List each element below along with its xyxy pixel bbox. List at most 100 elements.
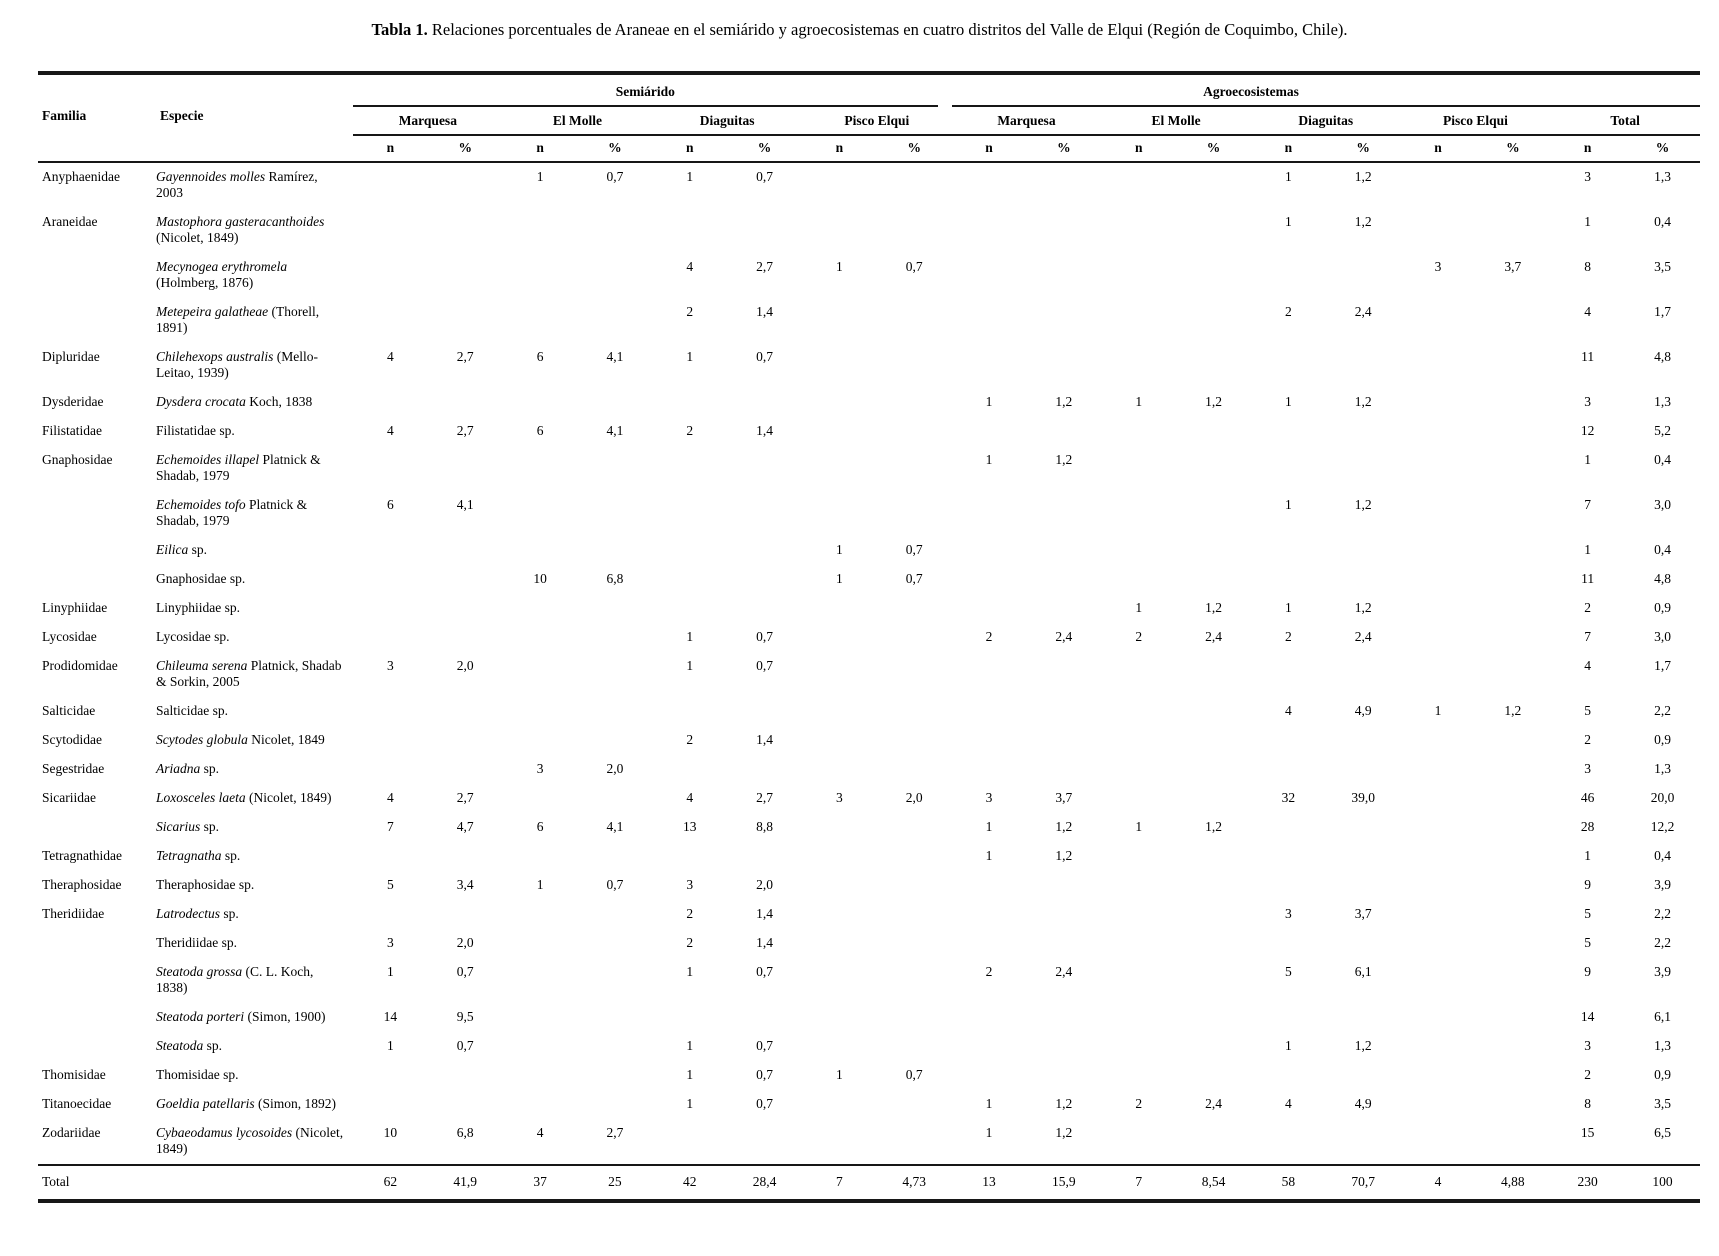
value-cell: 1,2: [1055, 847, 1073, 863]
value-cell: [877, 842, 952, 871]
value-cell: [428, 208, 503, 253]
value-cell: 28: [1580, 818, 1595, 834]
species-author-text: Linyphiidae sp.: [156, 599, 240, 615]
value-cell: [1475, 565, 1550, 594]
value-cell: [353, 565, 428, 594]
value-cell: [1176, 343, 1251, 388]
value-cell: 9: [1584, 963, 1592, 979]
total-value-cell: 4: [1400, 1163, 1476, 1203]
value-cell: 2: [1284, 303, 1292, 319]
value-cell: 6,8: [456, 1124, 474, 1140]
value-cell: 2: [686, 934, 694, 950]
value-cell: [877, 813, 952, 842]
value-cell: [802, 755, 877, 784]
value-cell: [1401, 1090, 1476, 1119]
value-cell: [1475, 388, 1550, 417]
value-cell: [652, 536, 727, 565]
total-row: Total 62 41,9 37 25 42 28,4 7 4,73 13 15,9 7 8,54 58 7…: [38, 1163, 1700, 1203]
value-cell: [1176, 1032, 1251, 1061]
value-cell: 5: [1284, 963, 1292, 979]
value-cell: [1176, 565, 1251, 594]
value-cell: 1: [686, 628, 694, 644]
value-cell: 1: [836, 258, 843, 274]
value-cell: 4: [387, 789, 394, 805]
species-cell: Loxosceles laeta (Nicolet, 1849): [156, 784, 353, 813]
value-cell: [428, 594, 503, 623]
table-row: Eilica sp. 1 0,7 1 0,4: [38, 536, 1700, 565]
percent-column-header: %: [1625, 136, 1700, 163]
species-name-italic: Dysdera crocata: [156, 393, 246, 409]
value-cell: [802, 900, 877, 929]
value-cell: [503, 697, 578, 726]
species-cell: Mecynogea erythromela (Holmberg, 1876): [156, 253, 353, 298]
familia-cell: Theridiidae: [42, 905, 105, 921]
species-name-italic: Goeldia patellaris: [156, 1095, 255, 1111]
value-cell: [952, 652, 1027, 697]
value-cell: [1176, 1119, 1251, 1164]
species-cell: Sicarius sp.: [156, 813, 353, 842]
value-cell: 1: [1434, 702, 1442, 718]
value-cell: 6,1: [1654, 1008, 1671, 1024]
value-cell: [503, 594, 578, 623]
value-cell: [577, 536, 652, 565]
value-cell: [802, 1032, 877, 1061]
value-cell: [353, 842, 428, 871]
value-cell: [802, 446, 877, 491]
species-name-italic: Sicarius: [156, 818, 201, 834]
value-cell: 0,7: [756, 963, 773, 979]
value-cell: [1475, 298, 1550, 343]
table-title-text: Relaciones porcentuales de Araneae en el…: [427, 20, 1348, 39]
value-cell: [353, 163, 428, 208]
table-row: Mecynogea erythromela (Holmberg, 1876) 4 2…: [38, 253, 1700, 298]
species-author-text: Filistatidae sp.: [156, 422, 235, 438]
value-cell: 3: [686, 876, 694, 892]
value-cell: [952, 343, 1027, 388]
value-cell: 1: [686, 168, 694, 184]
value-cell: [503, 491, 578, 536]
species-author-text: Salticidae sp.: [156, 702, 228, 718]
value-cell: 3: [1584, 168, 1592, 184]
value-cell: [1326, 1119, 1401, 1164]
value-cell: [1401, 594, 1476, 623]
value-cell: 1,2: [1354, 1037, 1372, 1053]
species-cell: Chilehexops australis (Mello-Leitao, 193…: [156, 343, 353, 388]
value-cell: [1326, 755, 1401, 784]
species-name-italic: Eilica: [156, 541, 189, 557]
value-cell: 7: [1584, 496, 1592, 512]
value-cell: [1401, 536, 1476, 565]
percent-column-header: %: [1325, 136, 1401, 163]
value-cell: [1475, 446, 1550, 491]
value-cell: 1: [985, 847, 993, 863]
value-cell: [428, 697, 503, 726]
value-cell: 1: [686, 1037, 694, 1053]
value-cell: 2,0: [456, 657, 474, 673]
value-cell: [577, 652, 652, 697]
value-cell: 2: [1584, 1066, 1592, 1082]
value-cell: 2: [686, 422, 694, 438]
value-cell: [952, 163, 1027, 208]
value-cell: 3,4: [456, 876, 474, 892]
value-cell: [1401, 491, 1476, 536]
district-header-el-molle: El Molle: [1101, 107, 1251, 136]
value-cell: [1101, 298, 1176, 343]
value-cell: 3: [1434, 258, 1442, 274]
value-cell: 3: [387, 657, 394, 673]
value-cell: [353, 208, 428, 253]
value-cell: [727, 536, 802, 565]
species-cell: Dysdera crocata Koch, 1838: [156, 388, 353, 417]
familia-cell: [38, 958, 156, 1003]
species-cell: Echemoides illapel Platnick & Shadab, 19…: [156, 446, 353, 491]
value-cell: [1475, 900, 1550, 929]
value-cell: [952, 900, 1027, 929]
species-cell: Metepeira galatheae (Thorell, 1891): [156, 298, 353, 343]
value-cell: 5: [1584, 934, 1592, 950]
value-cell: 0,7: [905, 541, 923, 557]
value-cell: [1401, 1061, 1476, 1090]
value-cell: [1401, 446, 1476, 491]
value-cell: [353, 388, 428, 417]
value-cell: [652, 1003, 727, 1032]
value-cell: [503, 536, 578, 565]
table-row: Araneidae Mastophora gasteracanthoides (N…: [38, 208, 1700, 253]
value-cell: [1401, 1032, 1476, 1061]
value-cell: 2: [985, 963, 993, 979]
